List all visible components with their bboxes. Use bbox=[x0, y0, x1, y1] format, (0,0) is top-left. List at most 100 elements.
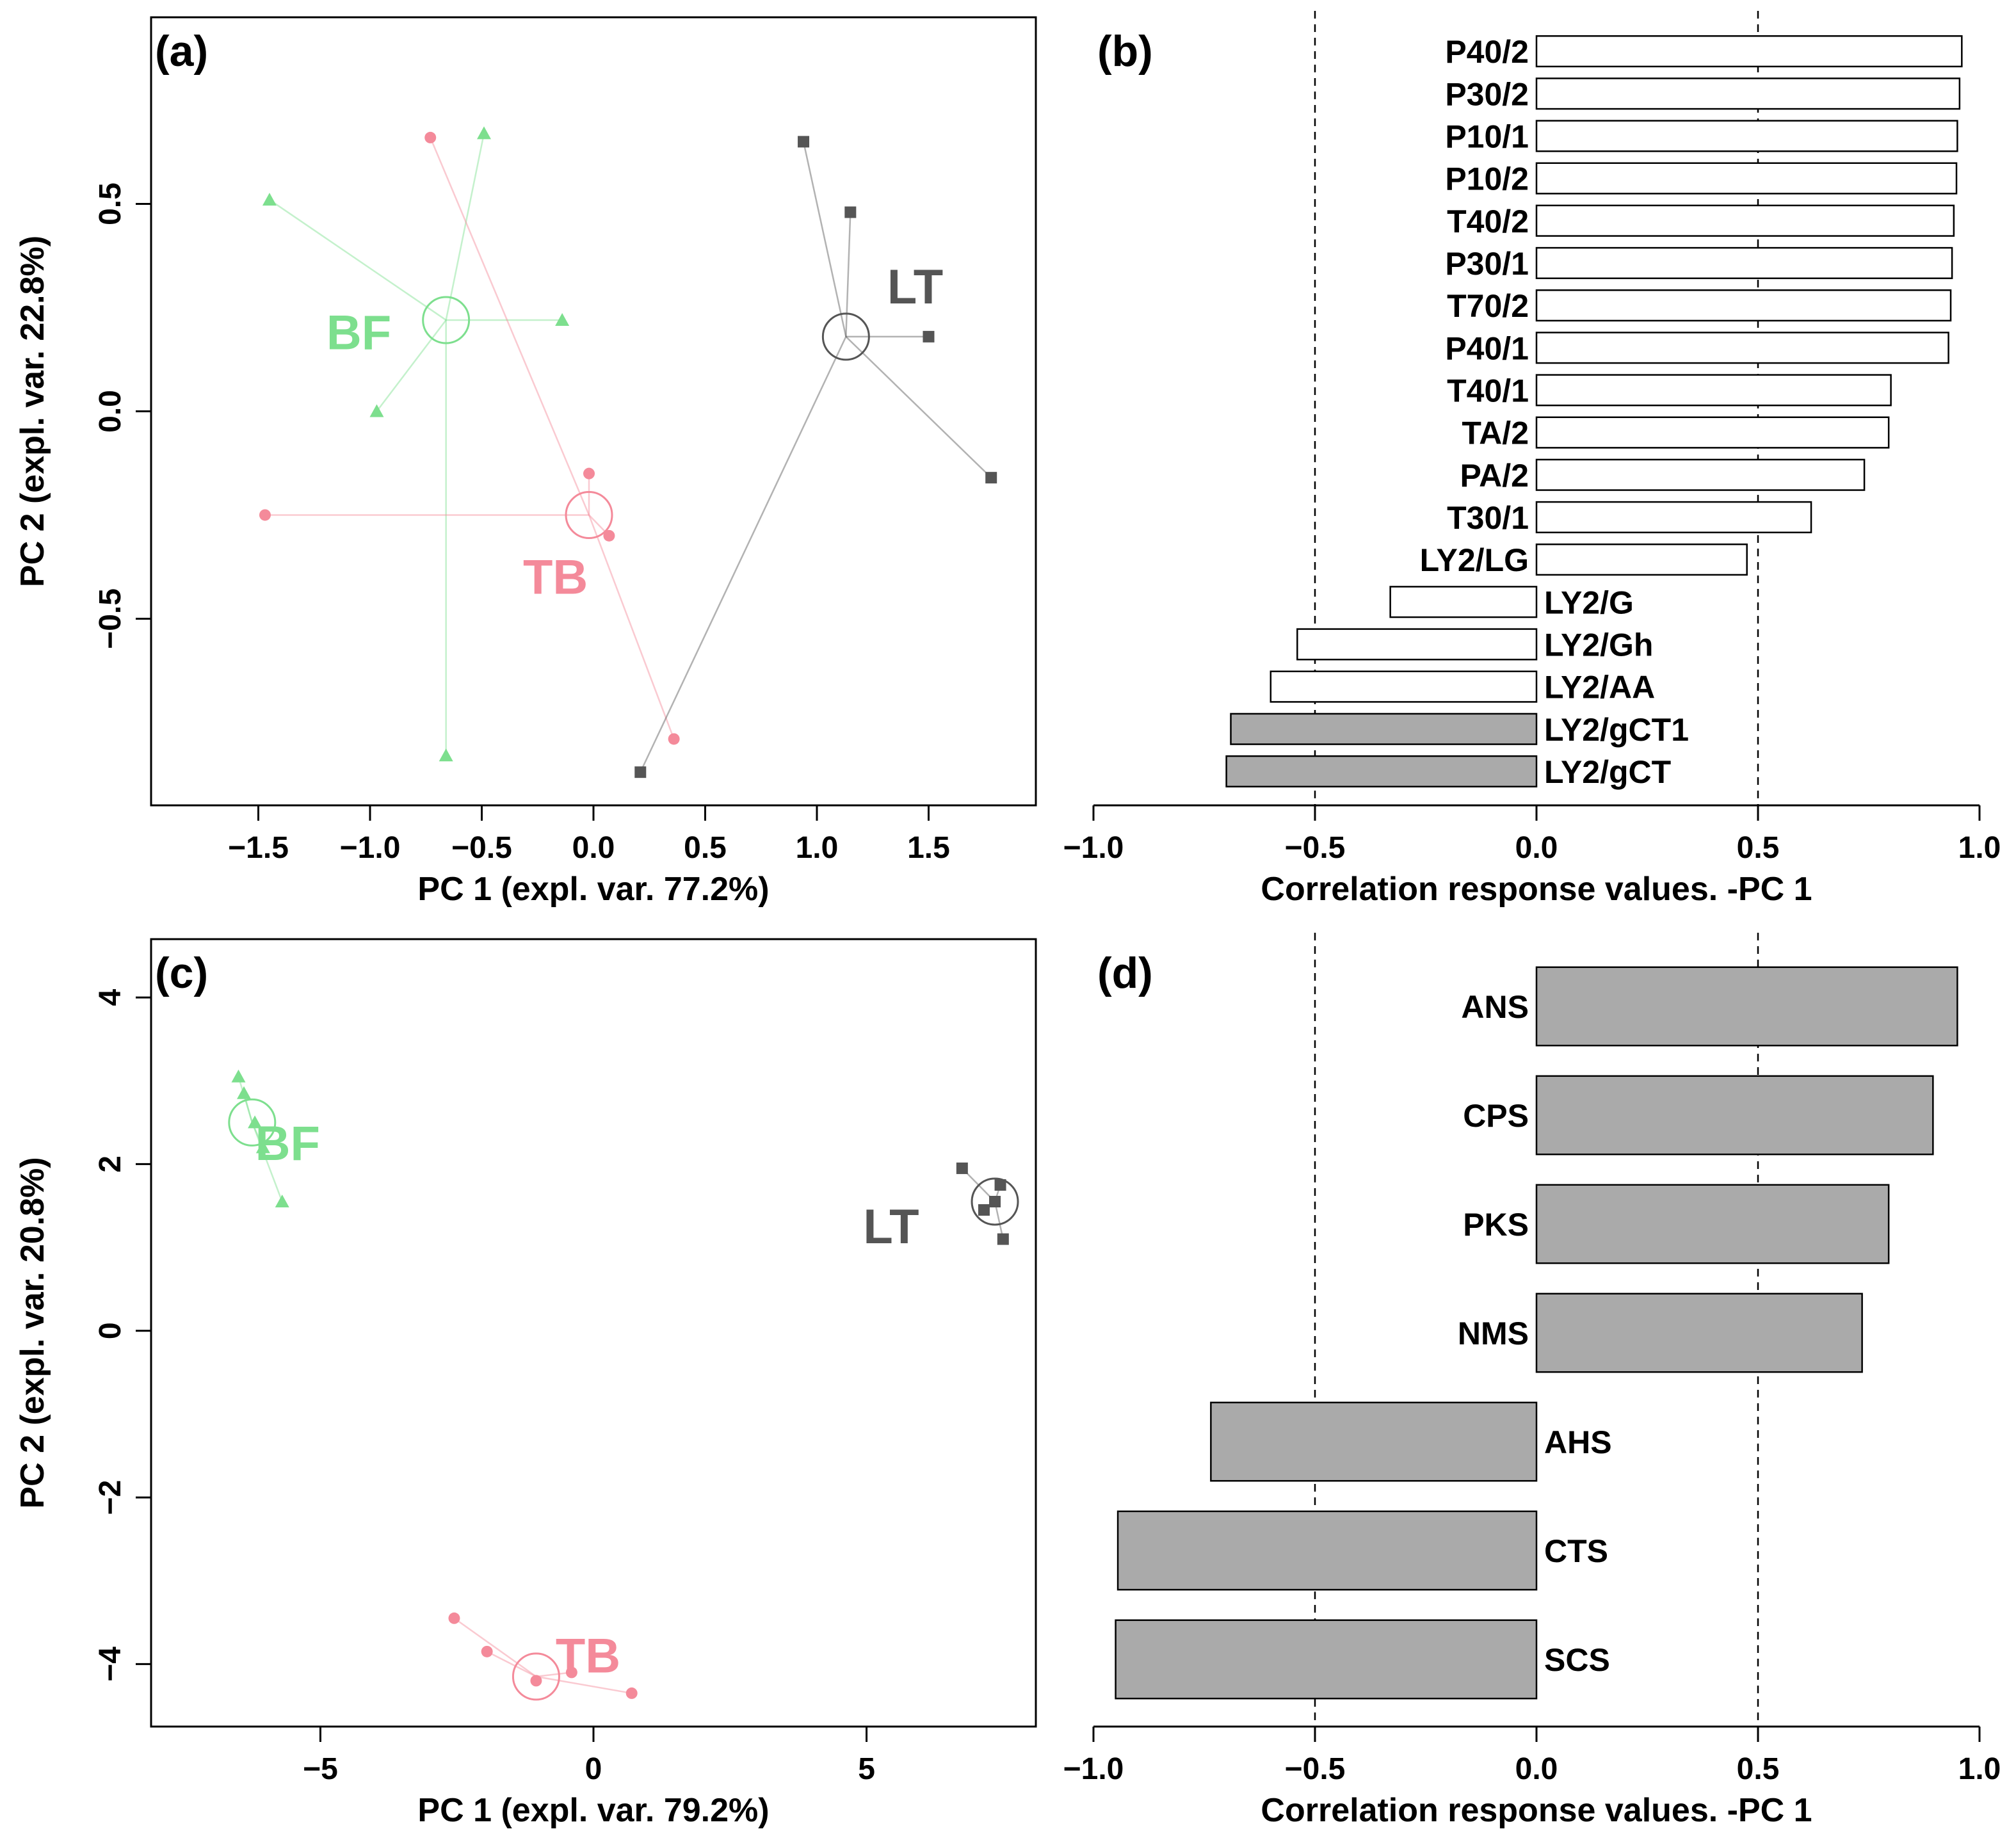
bar-label: LY2/Gh bbox=[1544, 627, 1653, 663]
y-tick-label: 0 bbox=[93, 1322, 127, 1339]
panel-label: (b) bbox=[1097, 27, 1153, 76]
data-point-LT bbox=[923, 330, 935, 342]
data-point-LT bbox=[634, 766, 647, 778]
y-tick-label: 0.5 bbox=[93, 182, 127, 225]
data-point-BF bbox=[369, 404, 384, 417]
bar-label: PKS bbox=[1463, 1207, 1529, 1243]
bar-label: T70/2 bbox=[1447, 288, 1529, 324]
x-tick-label: 0.5 bbox=[684, 831, 727, 865]
data-point-LT bbox=[989, 1196, 1001, 1207]
panel-label: (c) bbox=[155, 949, 208, 997]
bar-SCS bbox=[1115, 1619, 1538, 1700]
panel-b-bar-chart: −1.0 −0.5 0.0 0.5 1.0 Correlation response va… bbox=[1063, 11, 2001, 908]
spoke-line-TB bbox=[588, 515, 675, 739]
x-tick-label: 0.5 bbox=[1737, 1752, 1780, 1786]
data-point-BF bbox=[255, 1140, 270, 1154]
data-point-BF bbox=[237, 1086, 252, 1099]
spoke-line-BF bbox=[376, 319, 447, 412]
bar-label: P10/2 bbox=[1445, 161, 1529, 197]
bar-LY2-Gh bbox=[1296, 628, 1538, 661]
bar-PKS bbox=[1535, 1184, 1890, 1264]
bar-label: CTS bbox=[1544, 1533, 1608, 1569]
data-point-LT bbox=[978, 1204, 990, 1216]
spoke-line-BF bbox=[269, 199, 447, 321]
bar-label: LY2/G bbox=[1544, 584, 1634, 620]
x-tick-label: 0.0 bbox=[1515, 1752, 1558, 1786]
spoke-line-TB bbox=[430, 137, 590, 515]
spoke-line-TB bbox=[536, 1672, 572, 1678]
data-point-LT bbox=[997, 1233, 1009, 1245]
centroid-circle-BF bbox=[228, 1098, 277, 1147]
x-tick-label: −1.0 bbox=[340, 831, 401, 865]
data-point-BF bbox=[476, 126, 491, 140]
x-tick-label: −5 bbox=[303, 1752, 338, 1786]
bar-label: P30/1 bbox=[1445, 246, 1529, 282]
spoke-line-LT bbox=[845, 212, 851, 337]
data-point-LT bbox=[994, 1179, 1006, 1191]
x-tick-label: −0.5 bbox=[1285, 1752, 1346, 1786]
spoke-line-TB bbox=[536, 1675, 632, 1695]
centroid-circle-TB bbox=[565, 490, 613, 539]
group-label-BF: BF bbox=[327, 305, 391, 360]
data-point-TB bbox=[583, 467, 595, 479]
panel-label: (d) bbox=[1097, 949, 1153, 997]
data-point-LT bbox=[985, 472, 997, 484]
data-point-BF bbox=[231, 1069, 246, 1083]
x-tick-label: −0.5 bbox=[451, 831, 512, 865]
data-point-BF bbox=[275, 1195, 289, 1207]
spoke-line-LT bbox=[640, 336, 847, 773]
x-tick-label: 0.0 bbox=[572, 831, 615, 865]
group-label-TB: TB bbox=[556, 1629, 620, 1683]
bar-LY2-G bbox=[1389, 586, 1538, 618]
bar-label: PA/2 bbox=[1460, 458, 1529, 494]
y-tick-label: 0.0 bbox=[93, 390, 127, 433]
x-tick-label: −0.5 bbox=[1285, 831, 1346, 865]
bar-P10-1 bbox=[1535, 120, 1958, 152]
group-label-TB: TB bbox=[523, 551, 588, 605]
data-point-TB bbox=[565, 1666, 577, 1679]
x-tick-label: 5 bbox=[858, 1752, 875, 1786]
bar-T40-1 bbox=[1535, 374, 1892, 407]
bar-PA-2 bbox=[1535, 458, 1866, 491]
bar-P30-1 bbox=[1535, 246, 1953, 279]
bar-label: P30/2 bbox=[1445, 76, 1529, 112]
x-axis-label: Correlation response values. -PC 1 bbox=[1261, 1792, 1812, 1829]
data-point-TB bbox=[625, 1687, 638, 1699]
data-point-BF bbox=[262, 193, 277, 206]
x-tick-label: −1.0 bbox=[1063, 1752, 1124, 1786]
y-axis-label: PC 2 (expl. var. 20.8%) bbox=[14, 1157, 51, 1508]
x-tick-label: 0.0 bbox=[1515, 831, 1558, 865]
y-tick-label: −2 bbox=[93, 1480, 127, 1515]
spoke-line-BF bbox=[445, 133, 485, 321]
bar-label: LY2/LG bbox=[1420, 542, 1529, 578]
spoke-line-BF bbox=[251, 1122, 283, 1202]
centroid-circle-LT bbox=[971, 1177, 1019, 1226]
x-tick-label: 1.0 bbox=[1958, 831, 2001, 865]
spoke-line-LT bbox=[845, 335, 992, 479]
x-tick-label: 0.5 bbox=[1737, 831, 1780, 865]
spoke-line-TB bbox=[487, 1650, 536, 1678]
x-tick-label: 1.5 bbox=[907, 831, 950, 865]
bar-label: T40/1 bbox=[1447, 373, 1529, 408]
y-axis-label: PC 2 (expl. var. 22.8%) bbox=[14, 236, 51, 587]
bar-label: LY2/gCT1 bbox=[1544, 712, 1689, 748]
bar-P30-2 bbox=[1535, 77, 1961, 110]
data-point-BF bbox=[555, 312, 570, 326]
bar-label: T30/1 bbox=[1447, 500, 1529, 536]
panel-label: (a) bbox=[155, 27, 208, 76]
centroid-circle-BF bbox=[422, 296, 471, 344]
bar-label: CPS bbox=[1463, 1098, 1529, 1134]
bar-LY2-gCT1 bbox=[1230, 713, 1538, 745]
group-label-LT: LT bbox=[863, 1200, 919, 1254]
bar-label: P40/1 bbox=[1445, 330, 1529, 366]
data-point-TB bbox=[259, 509, 271, 521]
data-point-BF bbox=[439, 748, 453, 762]
bar-TA-2 bbox=[1535, 416, 1890, 449]
bar-LY2-gCT bbox=[1225, 755, 1538, 787]
bar-ANS bbox=[1535, 966, 1958, 1047]
plot-frame bbox=[150, 16, 1037, 807]
x-axis-label: Correlation response values. -PC 1 bbox=[1261, 871, 1812, 908]
data-point-LT bbox=[956, 1162, 968, 1174]
data-point-TB bbox=[530, 1675, 542, 1687]
